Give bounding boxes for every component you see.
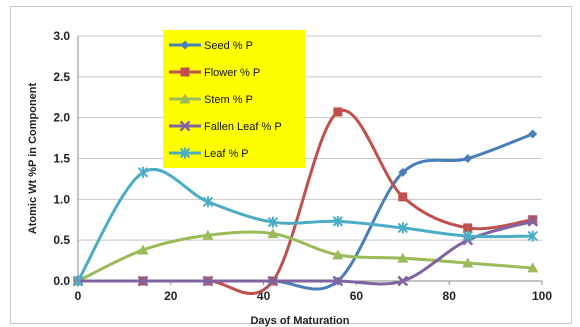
series-line — [76, 230, 535, 283]
legend-swatch-marker — [179, 120, 191, 132]
data-point — [202, 229, 214, 240]
y-tick-label: 1.5 — [53, 152, 70, 166]
data-point — [332, 275, 344, 287]
legend-item: Leaf % P — [169, 147, 249, 160]
legend-swatch-marker — [180, 67, 190, 77]
x-tick-label: 0 — [75, 289, 82, 303]
data-point — [137, 166, 149, 178]
data-point — [463, 223, 473, 233]
data-point — [527, 230, 538, 242]
legend: Seed % P Flower % P Stem % P Fallen Leaf % … — [163, 30, 305, 168]
data-point — [202, 275, 214, 287]
legend-label: Fallen Leaf % P — [204, 121, 282, 133]
data-point — [202, 196, 214, 208]
y-tick-label: 1.0 — [53, 192, 70, 206]
data-point — [462, 257, 474, 268]
x-axis-title: Days of Maturation — [250, 315, 349, 327]
data-point — [332, 215, 344, 227]
data-point — [397, 275, 409, 287]
legend-swatch-marker — [180, 40, 190, 50]
y-tick-label: 2.5 — [53, 70, 70, 84]
data-point — [267, 216, 279, 228]
data-point — [333, 107, 343, 117]
data-point — [463, 154, 473, 163]
x-tick-label: 60 — [350, 289, 364, 303]
legend-swatch-marker — [179, 93, 191, 104]
y-tick-label: 0.5 — [53, 233, 70, 247]
data-point — [397, 222, 409, 234]
data-point — [527, 262, 539, 273]
x-tick-label: 100 — [532, 289, 552, 303]
y-tick-label: 0.0 — [53, 274, 70, 288]
data-point — [267, 228, 279, 239]
legend-item: Seed % P — [169, 40, 253, 52]
y-tick-label: 2.0 — [53, 111, 70, 125]
data-point — [398, 167, 408, 177]
legend-item: Flower % P — [169, 67, 260, 79]
data-point — [332, 249, 344, 260]
legend-label: Stem % P — [204, 94, 253, 106]
data-point — [267, 275, 279, 287]
data-point — [397, 252, 409, 263]
legend-swatch-marker — [179, 147, 191, 159]
legend-item: Stem % P — [169, 93, 253, 106]
data-point — [462, 230, 473, 242]
legend-label: Leaf % P — [204, 148, 249, 160]
data-point — [72, 275, 84, 287]
legend-label: Seed % P — [204, 40, 253, 52]
series-leaf-p — [72, 166, 538, 287]
data-point — [528, 129, 538, 139]
data-point — [137, 275, 149, 287]
y-tick-label: 3.0 — [53, 29, 70, 43]
legend-label: Flower % P — [204, 67, 260, 79]
x-tick-label: 20 — [164, 289, 178, 303]
y-axis-title: Atomic Wt %P in Component — [27, 82, 39, 234]
x-tick-label: 80 — [443, 289, 457, 303]
data-point — [137, 244, 149, 255]
legend-item: Fallen Leaf % P — [169, 120, 282, 133]
series-line — [76, 219, 535, 286]
data-point — [527, 215, 539, 227]
data-point — [398, 192, 408, 202]
